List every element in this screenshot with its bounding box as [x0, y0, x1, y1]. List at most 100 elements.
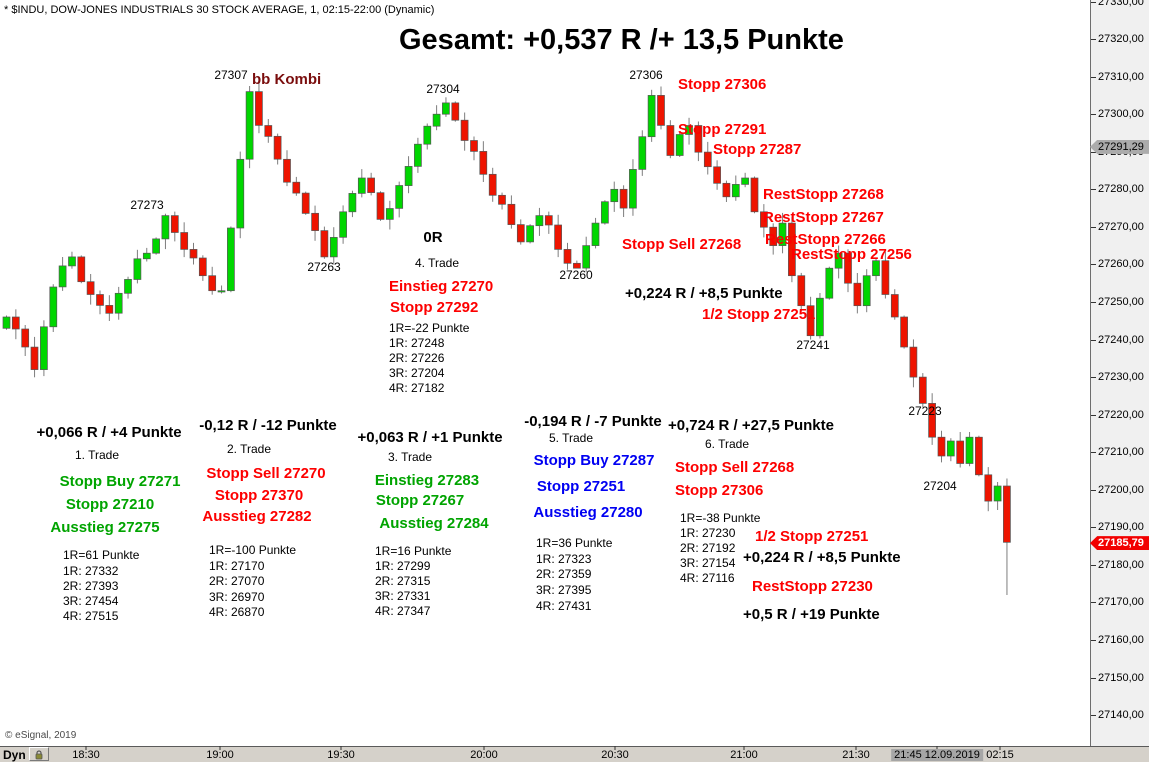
- price-tick-label: 27300,00: [1098, 108, 1144, 121]
- chart-annotation: Stopp 27287: [713, 141, 802, 158]
- time-tick-mark: [85, 746, 87, 750]
- price-tick-mark: [1091, 489, 1096, 491]
- chart-annotation: 0R: [423, 229, 443, 246]
- price-tick-label: 27310,00: [1098, 70, 1144, 83]
- time-tick-label: 20:00: [470, 749, 498, 761]
- chart-annotation: 1R: 27248: [389, 336, 445, 350]
- summary-title: Gesamt: +0,537 R /+ 13,5 Punkte: [399, 24, 844, 56]
- trade-block-text: 1R=-38 Punkte: [680, 511, 761, 525]
- price-tick-mark: [1091, 602, 1096, 604]
- chart-annotation: 27263: [307, 260, 341, 274]
- chart-annotation: RestStopp 27268: [763, 186, 884, 203]
- price-tick-label: 27230,00: [1098, 371, 1144, 384]
- trade-block-text: 1R=36 Punkte: [536, 536, 613, 550]
- time-tick-mark: [936, 746, 938, 750]
- price-tick-mark: [1091, 452, 1096, 454]
- trade-block-text: Einstieg 27283: [374, 472, 480, 489]
- trade-block-text: 4R: 27515: [63, 609, 119, 623]
- price-tick-label: 27170,00: [1098, 596, 1144, 609]
- price-tick-mark: [1091, 114, 1096, 116]
- price-tick-mark: [1091, 339, 1096, 341]
- price-tick-mark: [1091, 414, 1096, 416]
- price-tick-mark: [1091, 301, 1096, 303]
- trade-block-text: Ausstieg 27275: [50, 519, 160, 536]
- price-tick-mark: [1091, 527, 1096, 529]
- trade-block-text: Stopp Sell 27268: [675, 459, 795, 476]
- chart-annotation: Stopp Sell 27268: [622, 236, 742, 253]
- trade-block-text: +0,066 R / +4 Punkte: [36, 424, 182, 441]
- last-price-marker: 27291,29: [1090, 139, 1149, 154]
- chart-plot-area[interactable]: * $INDU, DOW-JONES INDUSTRIALS 30 STOCK …: [0, 0, 1090, 746]
- chart-annotation: 27304: [426, 82, 460, 96]
- chart-annotation: 3R: 27204: [389, 366, 445, 380]
- chart-annotation: Stopp 27292: [390, 299, 479, 316]
- chart-annotation: 27223: [908, 404, 942, 418]
- trade-block-text: 1. Trade: [74, 448, 120, 462]
- dyn-label: Dyn: [3, 748, 26, 762]
- trade-block-text: 1R: 27170: [209, 559, 265, 573]
- chart-annotation: 2R: 27226: [389, 351, 445, 365]
- trade-block-text: 2R: 27393: [63, 579, 119, 593]
- trade-block-text: 2R: 27070: [209, 574, 265, 588]
- price-tick-label: 27140,00: [1098, 709, 1144, 722]
- trade-block-text: 2R: 27359: [536, 567, 592, 581]
- copyright-label: © eSignal, 2019: [5, 730, 77, 741]
- price-tick-label: 27280,00: [1098, 183, 1144, 196]
- trade-block-text: RestStopp 27230: [752, 578, 873, 595]
- trade-block-text: Stopp 27306: [675, 482, 764, 499]
- trade-block-text: Ausstieg 27282: [202, 508, 312, 525]
- price-tick-mark: [1091, 715, 1096, 717]
- trade-block-text: 5. Trade: [548, 431, 594, 445]
- candlestick-chart: [2, 81, 1011, 595]
- price-tick-label: 27200,00: [1098, 483, 1144, 496]
- trade-block-text: 1R: 27323: [536, 552, 592, 566]
- trade-block-text: 1R=-100 Punkte: [209, 543, 297, 557]
- trade-block-text: 1R=61 Punkte: [63, 548, 140, 562]
- chart-annotation: 27204: [923, 479, 957, 493]
- trade-block-text: 2. Trade: [226, 442, 272, 456]
- chart-annotation: +0,224 R / +8,5 Punkte: [625, 285, 783, 302]
- price-tick-label: 27270,00: [1098, 220, 1144, 233]
- trade-block-text: 3R: 26970: [209, 590, 265, 604]
- time-axis-bar[interactable]: Dyn 18:30 19:00 19:30 20:00 20:30 21:00 21:30 2…: [0, 746, 1149, 762]
- price-tick-label: 27240,00: [1098, 333, 1144, 346]
- price-tick-label: 27190,00: [1098, 521, 1144, 534]
- price-tick-label: 27210,00: [1098, 446, 1144, 459]
- trade-block-text: -0,12 R / -12 Punkte: [199, 417, 337, 434]
- price-tick-mark: [1091, 264, 1096, 266]
- trade-block-text: 1R=16 Punkte: [375, 544, 452, 558]
- trade-block-text: 1R: 27332: [63, 564, 119, 578]
- chart-symbol-title: * $INDU, DOW-JONES INDUSTRIALS 30 STOCK …: [4, 4, 435, 16]
- time-tick-mark: [219, 746, 221, 750]
- time-tick-label: 19:00: [206, 749, 234, 761]
- trade-block-text: Ausstieg 27284: [379, 515, 489, 532]
- price-axis[interactable]: 27330,0027320,0027310,0027300,0027290,00…: [1090, 0, 1149, 746]
- chart-annotation: 1/2 Stopp 27251: [702, 306, 816, 323]
- price-tick-mark: [1091, 377, 1096, 379]
- trade-block-text: 6. Trade: [704, 437, 750, 451]
- trade-block-text: +0,063 R / +1 Punkte: [357, 429, 503, 446]
- chart-annotation: 27306: [629, 68, 663, 82]
- trade-block-text: Stopp 27267: [375, 492, 465, 509]
- chart-annotation: RestStopp 27267: [763, 209, 884, 226]
- time-tick-label: 19:30: [327, 749, 355, 761]
- session-date-label: 21:45 12.09.2019: [891, 749, 983, 761]
- price-tick-label: 27250,00: [1098, 295, 1144, 308]
- low-price-marker: 27185,79: [1090, 536, 1149, 551]
- trade-block-text: -0,194 R / -7 Punkte: [524, 413, 662, 430]
- trade-block-text: Stopp Buy 27271: [59, 473, 181, 490]
- trade-block-text: 2R: 27315: [375, 574, 431, 588]
- padlock-icon: [35, 750, 43, 760]
- price-tick-mark: [1091, 151, 1096, 153]
- lock-button[interactable]: [29, 747, 49, 761]
- chart-annotation: 4. Trade: [414, 256, 460, 270]
- chart-annotation: RestStopp 27256: [791, 246, 912, 263]
- time-tick-mark: [855, 746, 857, 750]
- trade-block-text: 3R: 27395: [536, 583, 592, 597]
- trade-block-text: +0,5 R / +19 Punkte: [743, 606, 880, 623]
- trade-block-text: Stopp 27251: [536, 478, 626, 495]
- price-tick-label: 27220,00: [1098, 408, 1144, 421]
- trade-block-text: Stopp 27210: [65, 496, 155, 513]
- trade-block-text: 3. Trade: [387, 450, 433, 464]
